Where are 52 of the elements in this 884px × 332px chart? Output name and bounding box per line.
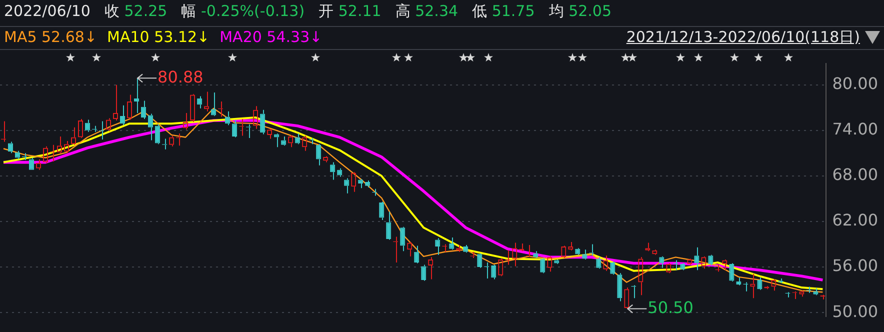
candlestick <box>344 178 350 194</box>
text: 幅 -0.25%(-0.13) <box>181 2 305 20</box>
y-tick-label: 74.00 <box>832 120 878 139</box>
candlestick <box>281 136 286 146</box>
text: MA10 <box>107 28 150 46</box>
candlestick <box>449 236 454 250</box>
y-tick-label: 56.00 <box>832 256 878 276</box>
text: 开 52.11 <box>318 2 382 20</box>
annotation: 80.88 <box>158 67 204 86</box>
candlestick <box>582 249 588 260</box>
candlestick <box>28 157 34 170</box>
candlestick <box>337 168 342 178</box>
annotation: 50.50 <box>648 298 694 317</box>
text: 高 52.34 <box>395 2 458 20</box>
y-tick-label: 50.00 <box>832 302 878 321</box>
candlestick <box>379 201 384 220</box>
candlestick <box>148 113 154 141</box>
text: 收 52.25 <box>104 2 168 20</box>
text: 54.33↓ <box>266 28 322 46</box>
text: 2021/12/13-2022/06/10(118日) <box>626 28 860 47</box>
candlestick <box>386 211 392 240</box>
candlestick <box>141 100 146 120</box>
candlestick <box>260 109 266 135</box>
candlestick <box>575 248 580 256</box>
candlestick <box>736 277 742 286</box>
candlestick <box>477 252 482 268</box>
candlestick <box>610 261 616 276</box>
candlestick <box>659 256 664 268</box>
y-tick-label: 80.00 <box>832 74 878 94</box>
candlestick <box>694 246 700 271</box>
candlestick <box>14 150 20 160</box>
text: MA5 <box>4 28 38 46</box>
y-tick-label: 68.00 <box>832 165 878 184</box>
y-tick-label: 62.00 <box>832 210 878 230</box>
candlestick <box>617 272 622 302</box>
candlestick <box>414 245 420 264</box>
candlestick <box>435 238 440 256</box>
candlestick <box>274 132 280 148</box>
candlestick <box>134 78 140 114</box>
text: 低 51.75 <box>472 2 535 20</box>
candlestick <box>729 262 734 282</box>
candlestick <box>365 180 370 188</box>
candlestick <box>330 162 336 180</box>
text: 53.12↓ <box>154 28 210 46</box>
text: MA20 <box>220 28 263 46</box>
candlestick <box>316 144 322 166</box>
candlestick <box>813 288 818 296</box>
candlestick <box>757 277 762 290</box>
candlestick <box>400 226 406 252</box>
text: 52.68↓ <box>42 28 98 46</box>
text: 均 52.05 <box>548 2 612 20</box>
text: 2022/06/10 <box>4 2 90 22</box>
